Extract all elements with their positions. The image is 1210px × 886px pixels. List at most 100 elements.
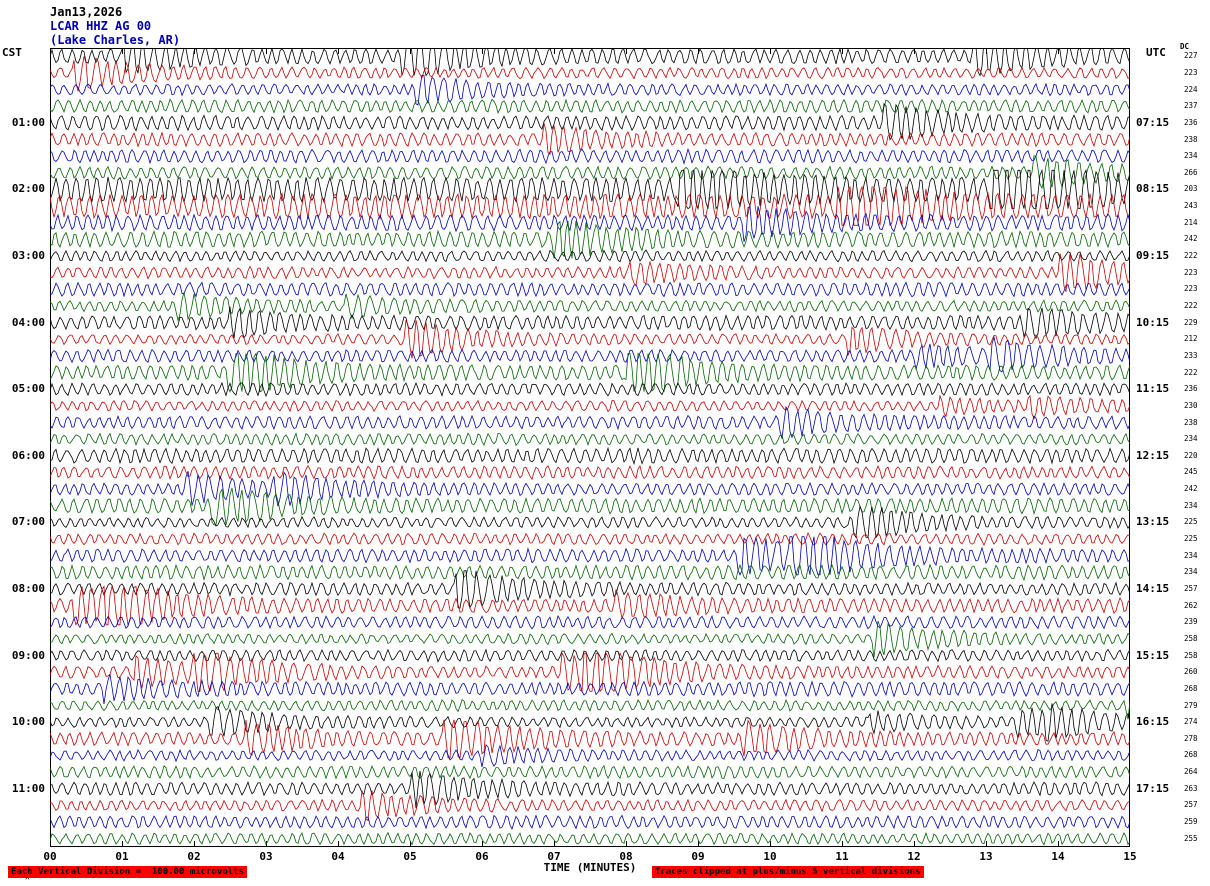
cst-hour-label: 07:00: [11, 515, 45, 529]
header-location-line: (Lake Charles, AR): [50, 33, 181, 47]
dc-value: 258: [1184, 650, 1198, 660]
x-axis-tick-label: 00: [43, 850, 57, 863]
dc-value: 268: [1184, 750, 1198, 760]
dc-value: 262: [1184, 600, 1198, 610]
traces-canvas: [49, 35, 1131, 847]
seismic-trace-row-6: [49, 147, 1131, 165]
dc-value: 225: [1184, 517, 1198, 527]
seismic-trace-row-1: [49, 56, 1131, 92]
x-axis-tick-label: 05: [403, 850, 417, 863]
seismic-trace-row-31: [49, 563, 1131, 582]
dc-value: 234: [1184, 151, 1198, 161]
seismic-trace-row-8: [49, 168, 1131, 211]
dc-value: 255: [1184, 833, 1198, 843]
dc-value: 243: [1184, 201, 1198, 211]
cst-hour-label: 11:00: [11, 781, 45, 795]
dc-value: 274: [1184, 717, 1198, 727]
seismic-trace-row-37: [49, 651, 1131, 693]
dc-value: 238: [1184, 134, 1198, 144]
dc-value: 220: [1184, 450, 1198, 460]
seismic-trace-row-0: [49, 35, 1131, 77]
dc-value: 234: [1184, 550, 1198, 560]
dc-value: 212: [1184, 334, 1198, 344]
dc-value: 223: [1184, 284, 1198, 294]
dc-value: 245: [1184, 467, 1198, 477]
x-axis-tick-label: 06: [475, 850, 489, 863]
clip-note: Traces clipped at plus/minus 5 vertical …: [652, 866, 924, 878]
seismic-trace-row-24: [49, 446, 1131, 465]
seismic-trace-row-23: [49, 432, 1131, 447]
seismic-trace-row-44: [49, 770, 1131, 808]
plot-header: Jan13,2026 LCAR HHZ AG 00 (Lake Charles,…: [50, 5, 180, 47]
cst-hour-label: 05:00: [11, 382, 45, 396]
seismic-trace-row-29: [49, 531, 1131, 547]
dc-value: 225: [1184, 534, 1198, 544]
cst-hour-label: 08:00: [11, 581, 45, 595]
seismic-trace-row-4: [49, 102, 1131, 141]
cst-hour-label: 01:00: [11, 115, 45, 129]
seismic-trace-row-2: [49, 74, 1131, 106]
dc-value: 279: [1184, 700, 1198, 710]
utc-hour-label: 17:15: [1136, 781, 1170, 795]
seismic-trace-row-25: [49, 464, 1131, 481]
x-axis-tick-label: 08: [619, 850, 633, 863]
dc-value: 239: [1184, 617, 1198, 627]
seismic-trace-row-12: [49, 249, 1131, 263]
seismic-trace-row-17: [49, 320, 1131, 359]
x-axis-tick-label: 14: [1051, 850, 1065, 863]
seismic-trace-row-40: [49, 703, 1131, 743]
seismic-trace-row-42: [49, 743, 1131, 768]
dc-value: 214: [1184, 217, 1198, 227]
seismic-trace-row-45: [49, 790, 1131, 821]
dc-value: 222: [1184, 251, 1198, 261]
x-axis-tick-label: 12: [907, 850, 921, 863]
dc-value: 234: [1184, 500, 1198, 510]
dc-value: 229: [1184, 317, 1198, 327]
dc-value: 224: [1184, 84, 1198, 94]
right-timezone-label: UTC: [1146, 46, 1166, 59]
utc-hour-label: 16:15: [1136, 715, 1170, 729]
seismic-trace-row-22: [49, 405, 1131, 439]
dc-value: 223: [1184, 267, 1198, 277]
seismic-trace-row-11: [49, 220, 1131, 259]
dc-value: 258: [1184, 633, 1198, 643]
utc-hour-label: 09:15: [1136, 249, 1170, 263]
x-axis-tick-label: 04: [331, 850, 345, 863]
utc-hour-label: 14:15: [1136, 581, 1170, 595]
seismic-trace-row-15: [49, 292, 1131, 323]
seismic-trace-row-3: [49, 98, 1131, 114]
seismic-trace-row-38: [49, 674, 1131, 705]
x-axis-tick-label: 10: [763, 850, 777, 863]
cst-hour-label: 03:00: [11, 249, 45, 263]
x-axis-tick-label: 11: [835, 850, 849, 863]
dc-value: 242: [1184, 234, 1198, 244]
x-axis-tick-label: 09: [691, 850, 705, 863]
plot-frame: [50, 48, 1130, 847]
seismic-trace-row-33: [49, 585, 1131, 627]
x-axis-tick-label: 03: [259, 850, 273, 863]
utc-hour-label: 12:15: [1136, 448, 1170, 462]
seismic-trace-row-7: [49, 155, 1131, 190]
dc-value: 242: [1184, 484, 1198, 494]
seismogram-plot: [49, 35, 1131, 847]
dc-value: 268: [1184, 683, 1198, 693]
dc-value: 236: [1184, 384, 1198, 394]
seismic-trace-row-30: [49, 536, 1131, 576]
seismic-trace-row-5: [49, 122, 1131, 155]
utc-hour-label: 15:15: [1136, 648, 1170, 662]
corner-mark: ^: [25, 876, 30, 885]
cst-hour-label: 06:00: [11, 448, 45, 462]
seismic-trace-row-47: [49, 831, 1131, 846]
seismic-trace-row-26: [49, 471, 1131, 507]
seismic-trace-row-41: [49, 719, 1131, 759]
dc-value: 227: [1184, 51, 1198, 61]
seismic-trace-row-10: [49, 205, 1131, 243]
header-date-line: Jan13,2026: [50, 5, 123, 19]
utc-hour-label: 07:15: [1136, 115, 1170, 129]
seismic-trace-row-34: [49, 614, 1131, 630]
seismic-trace-row-21: [49, 394, 1131, 420]
seismic-trace-row-32: [49, 570, 1131, 609]
cst-hour-label: 09:00: [11, 648, 45, 662]
utc-hour-label: 10:15: [1136, 315, 1170, 329]
